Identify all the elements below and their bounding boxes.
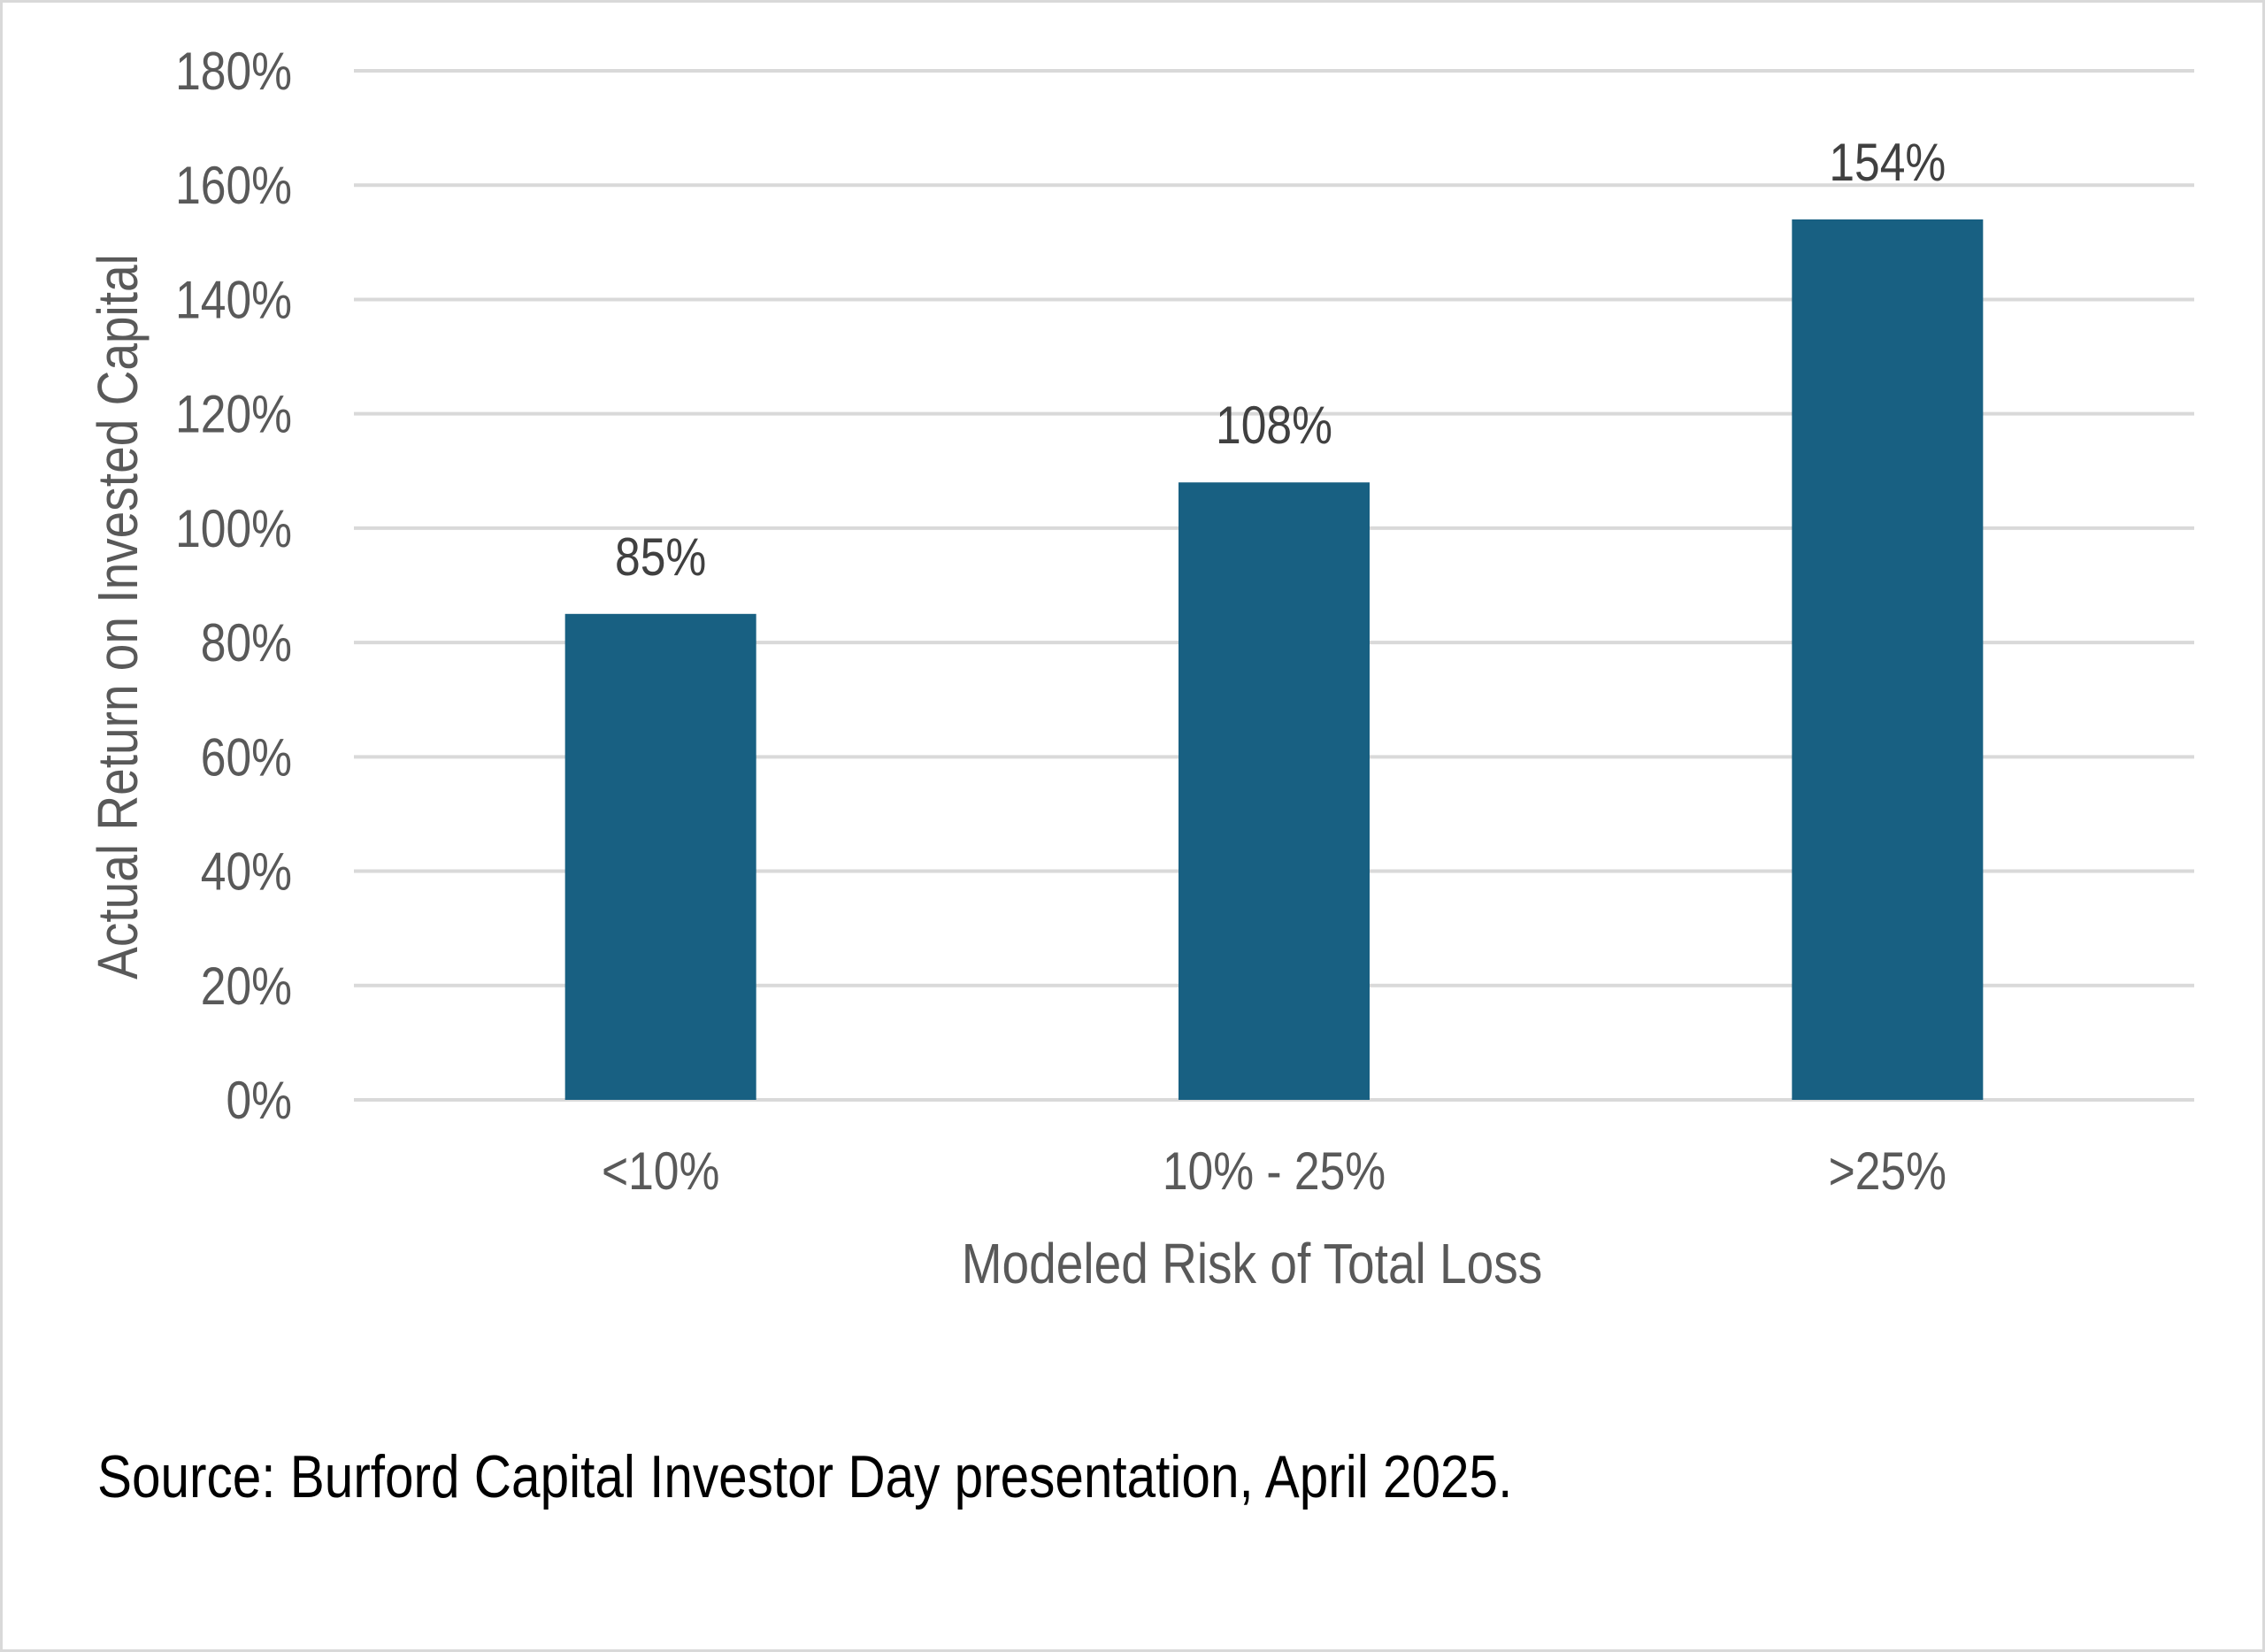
data-label: 85% <box>615 526 706 587</box>
y-tick-label: 160% <box>175 156 292 216</box>
y-tick-label: 100% <box>175 498 292 558</box>
y-tick-label: 140% <box>175 270 292 330</box>
source-note: Source: Burford Capital Investor Day pre… <box>97 1443 1513 1510</box>
data-label: 154% <box>1829 132 1946 192</box>
y-tick-label: 20% <box>201 956 292 1016</box>
y-tick-label: 40% <box>201 841 292 902</box>
y-axis-ticks: 0% 20% 40% 60% 80% 100% 120% 140% 160% 180% <box>175 41 292 1130</box>
x-axis-title: Modeled Risk of Total Loss <box>962 1232 1543 1295</box>
bar <box>564 613 756 1100</box>
y-tick-label: 80% <box>201 612 292 672</box>
x-tick-label: <10% <box>602 1141 719 1201</box>
data-labels: 85% 108% 154% <box>615 132 1946 586</box>
bars <box>564 219 1984 1100</box>
y-axis-title: Actual Return on Invested Capital <box>86 254 150 980</box>
x-tick-label: 10% - 25% <box>1163 1141 1386 1201</box>
x-tick-label: >25% <box>1829 1141 1946 1201</box>
x-axis-ticks: <10% 10% - 25% >25% <box>602 1141 1946 1201</box>
y-tick-label: 60% <box>201 727 292 788</box>
y-tick-label: 120% <box>175 384 292 444</box>
bar <box>1179 482 1370 1100</box>
y-tick-label: 180% <box>175 41 292 101</box>
bar <box>1792 219 1984 1100</box>
y-tick-label: 0% <box>226 1070 292 1130</box>
data-label: 108% <box>1216 396 1332 456</box>
